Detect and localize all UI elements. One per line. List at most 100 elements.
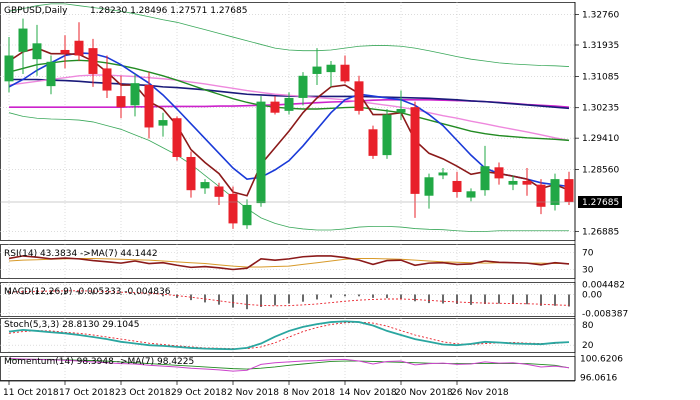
candle-body	[172, 118, 182, 157]
candle-body	[32, 43, 42, 60]
candle-body	[116, 96, 126, 108]
candle-body	[270, 101, 280, 113]
macd-bar	[36, 289, 38, 295]
candle-body	[340, 64, 350, 82]
candle-body	[74, 40, 84, 56]
macd-bar	[8, 291, 10, 295]
date-tick-label: 11 Oct 2018	[3, 388, 59, 398]
candle-body	[186, 156, 196, 191]
candle-body	[228, 193, 238, 224]
candle-body	[522, 180, 532, 185]
candle-body	[536, 184, 546, 207]
candle-body	[550, 179, 560, 205]
candle-body	[88, 48, 98, 74]
price-tick-label: 1.32760	[582, 11, 619, 21]
macd-bar	[120, 293, 122, 295]
candle-body	[564, 179, 574, 202]
stoch-panel	[8, 320, 570, 351]
candle-body	[410, 107, 420, 194]
macd-bar	[78, 290, 80, 295]
macd-bar	[414, 294, 416, 302]
macd-bar	[358, 294, 360, 297]
macd-bar	[484, 294, 486, 304]
candle-body	[284, 97, 294, 111]
price-tick-label: 1.26885	[582, 227, 619, 237]
date-tick-label: 8 Nov 2018	[283, 388, 335, 398]
macd-bar	[232, 294, 234, 308]
overlay-bb-lower	[8, 112, 569, 232]
price-panel	[0, 3, 575, 232]
candle-body	[46, 61, 56, 87]
candle-body	[494, 167, 504, 179]
price-tick-label: 1.29410	[582, 134, 619, 144]
candle-body	[354, 81, 364, 111]
macd-bar	[50, 290, 52, 295]
candle-body	[396, 109, 406, 113]
date-tick-label: 29 Oct 2018	[171, 388, 227, 398]
macd-bar	[456, 294, 458, 304]
macd-bar	[554, 294, 556, 306]
macd-bar	[92, 291, 94, 295]
candle-body	[438, 172, 448, 176]
macd-bar	[288, 294, 290, 304]
momentum-panel	[8, 358, 570, 372]
current-price-badge	[578, 195, 622, 208]
candle-body	[200, 182, 210, 189]
macd-bar	[162, 294, 164, 297]
candle-body	[382, 114, 392, 156]
macd-bar	[22, 290, 24, 295]
date-tick-label: 17 Oct 2018	[59, 388, 115, 398]
momentum-tick-label: 96.0616	[580, 374, 617, 384]
macd-bar	[498, 294, 500, 304]
current-price-label: 1.27685	[582, 198, 619, 208]
macd-bar	[190, 294, 192, 301]
macd-bar	[176, 294, 178, 298]
macd-bar	[302, 294, 304, 302]
macd-bar	[512, 294, 514, 304]
candle-body	[326, 64, 336, 73]
macd-bar	[64, 290, 66, 295]
axis-layer: 1.32760 1.31935 1.31085 1.30235 1.29410 1.285…	[0, 2, 628, 398]
price-tick-label: 1.31085	[582, 72, 619, 82]
macd-bar	[204, 294, 206, 303]
rsi-panel	[8, 255, 570, 271]
macd-bar	[274, 294, 276, 306]
macd-bar	[316, 294, 318, 300]
macd-bar	[106, 292, 108, 295]
macd-panel	[8, 289, 570, 310]
macd-bar	[372, 294, 374, 298]
candle-body	[102, 68, 112, 91]
candle-body	[466, 191, 476, 198]
macd-bar	[540, 294, 542, 306]
date-tick-label: 26 Nov 2018	[451, 388, 509, 398]
candle-body	[256, 101, 266, 204]
rsi-tick-label: 70	[582, 249, 594, 259]
macd-bar	[386, 294, 388, 299]
stoch-tick-label: 20	[582, 341, 594, 351]
stoch-tick-label: 80	[582, 321, 594, 331]
date-tick-label: 2 Nov 2018	[227, 388, 279, 398]
macd-signal-line	[8, 290, 570, 307]
macd-bar	[470, 294, 472, 305]
date-tick-label: 23 Oct 2018	[115, 388, 171, 398]
candle-body	[368, 129, 378, 156]
stoch-k-line	[8, 320, 570, 351]
macd-bar	[148, 294, 150, 296]
candle-body	[242, 204, 252, 226]
macd-bar	[330, 294, 332, 298]
macd-bar	[218, 294, 220, 305]
candle-body	[18, 28, 28, 52]
rsi-line	[8, 255, 570, 271]
macd-tick-label: 0.004482	[582, 280, 625, 290]
momentum-tick-label: 100.6206	[580, 354, 623, 364]
candle-body	[144, 85, 154, 128]
candle-body	[312, 66, 322, 74]
candle-body	[298, 75, 308, 98]
candle-body	[214, 186, 224, 197]
stoch-d-line	[8, 321, 570, 350]
candle-body	[480, 166, 490, 191]
chart-title: GBPUSD,Daily	[4, 6, 68, 16]
momentum-header: Momentum(14) 98.3948 ->MA(7) 98.4225	[4, 357, 194, 367]
date-tick-label: 14 Nov 2018	[339, 388, 397, 398]
